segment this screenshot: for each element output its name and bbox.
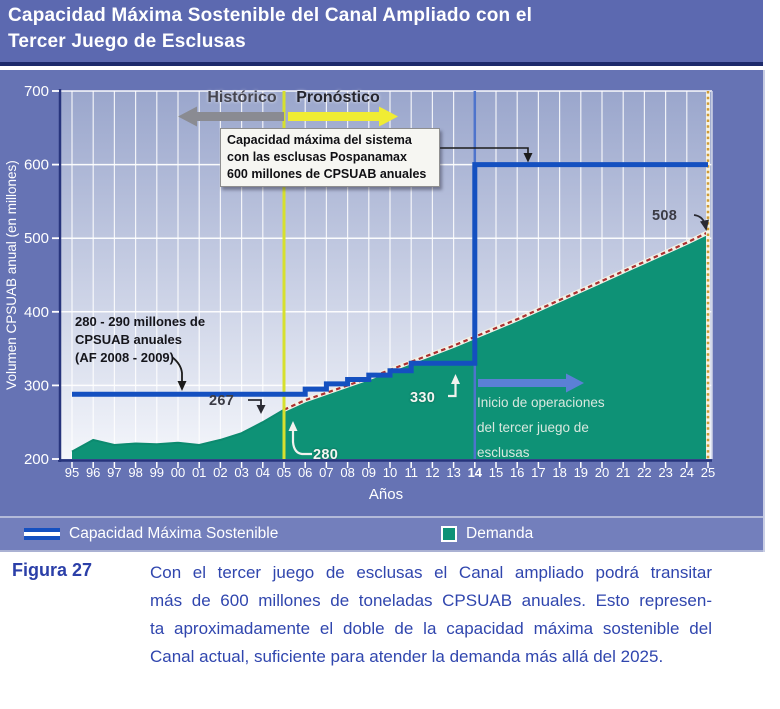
x-axis-labels: 95 96 97 98 99 00 01 02 03 04 05 06 07 08 09 10 11 12 13 14… [65,465,715,480]
sustainable-note-pointer [171,356,187,391]
caption-line: más de 600 millones de toneladas CPSUAB … [150,591,712,610]
svg-text:18: 18 [552,465,566,480]
capacity-step-line [72,162,708,397]
svg-text:24: 24 [680,465,694,480]
svg-text:12: 12 [425,465,439,480]
svg-text:14: 14 [468,465,483,480]
third-locks-arrow [478,373,584,393]
y-axis-title: Volumen CPSUAB anual (en millones) [4,160,19,390]
title-line-2: Tercer Juego de Esclusas [8,31,246,52]
svg-text:25: 25 [701,465,715,480]
svg-text:500: 500 [24,230,49,247]
svg-text:95: 95 [65,465,79,480]
svg-text:400: 400 [24,304,49,321]
capacity-annotation-line: 600 millones de CPSUAB anuales [227,167,427,181]
svg-text:11: 11 [404,465,418,480]
legend-item-demand: Demanda [441,518,533,550]
capacity-annotation-line: Capacidad máxima del sistema [227,133,412,147]
svg-text:99: 99 [150,465,164,480]
sustainable-note-line: CPSUAB anuales [75,332,182,347]
svg-text:06: 06 [298,465,312,480]
svg-text:200: 200 [24,451,49,468]
svg-text:04: 04 [256,465,270,480]
forecast-period-label: Pronóstico [296,89,380,106]
chart-panel: 200 300 400 500 600 700 95 96 97 98 99 00 01 02 03 04 05… [0,70,765,552]
svg-text:00: 00 [171,465,185,480]
data-label-280: 280 [313,447,339,463]
svg-text:08: 08 [340,465,354,480]
svg-text:02: 02 [213,465,227,480]
capacity-annotation-line: con las esclusas Pospanamax [227,150,407,164]
legend-capacity-label: Capacidad Máxima Sostenible [69,525,279,542]
demand-area [72,232,708,459]
pointer-330 [448,374,460,398]
axes [52,89,712,468]
pointer-508 [693,214,709,231]
forecast-dashed-line [283,230,709,412]
figure-title-bar: Capacidad Máxima Sostenible del Canal Am… [0,0,763,66]
sustainable-note-line: (AF 2008 - 2009) [75,350,174,365]
third-locks-start-note: Inicio de operaciones del tercer juego d… [477,390,605,465]
historic-period-label: Histórico [207,89,277,106]
third-locks-note-line: del tercer juego de [477,420,589,435]
pointer-280 [288,421,312,456]
data-label-330: 330 [410,390,436,406]
chart-legend: Capacidad Máxima Sostenible Demanda [0,516,763,552]
x-axis-title: Años [368,486,404,503]
svg-text:300: 300 [24,377,49,394]
svg-text:19: 19 [574,465,588,480]
forecast-arrow [288,106,398,127]
caption-line: Canal actual, suficiente para atender la… [150,647,664,666]
figure-caption-text: Con el tercer juego de esclusas el Canal… [150,559,712,671]
svg-text:15: 15 [489,465,503,480]
caption-line: Con el tercer juego de esclusas el Canal… [150,563,712,582]
svg-text:97: 97 [107,465,121,480]
svg-text:03: 03 [234,465,248,480]
capacity-line-icon [24,528,60,540]
svg-text:700: 700 [24,83,49,100]
svg-text:01: 01 [192,465,206,480]
svg-text:05: 05 [277,465,291,480]
svg-text:13: 13 [446,465,460,480]
data-label-267: 267 [209,393,235,409]
historic-arrow [178,106,284,127]
legend-demand-label: Demanda [466,525,534,542]
legend-item-capacity: Capacidad Máxima Sostenible [24,518,278,550]
svg-text:23: 23 [658,465,672,480]
sustainable-note-line: 280 - 290 millones de [75,314,206,329]
demand-swatch-icon [441,526,457,542]
svg-text:20: 20 [595,465,609,480]
caption-line: ta aproximadamente el doble de la capaci… [150,619,712,638]
svg-text:98: 98 [128,465,142,480]
svg-text:96: 96 [86,465,100,480]
third-locks-note-line: Inicio de operaciones [477,395,605,410]
svg-text:600: 600 [24,157,49,174]
svg-text:17: 17 [531,465,545,480]
sustainable-capacity-note: 280 - 290 millones de CPSUAB anuales (AF… [75,313,205,367]
third-locks-note-line: esclusas [477,445,530,460]
svg-text:16: 16 [510,465,524,480]
data-label-508: 508 [652,208,678,224]
figure-caption-label: Figura 27 [12,560,93,580]
svg-text:21: 21 [616,465,630,480]
svg-text:22: 22 [637,465,651,480]
svg-text:09: 09 [362,465,376,480]
y-axis-labels: 200 300 400 500 600 700 [24,83,49,468]
pointer-267 [248,399,266,414]
svg-text:10: 10 [383,465,397,480]
capacity-box-pointer [426,147,533,163]
capacity-annotation-box: Capacidad máxima del sistema con las esc… [220,128,440,187]
title-line-1: Capacidad Máxima Sostenible del Canal Am… [8,5,533,26]
svg-text:07: 07 [319,465,333,480]
